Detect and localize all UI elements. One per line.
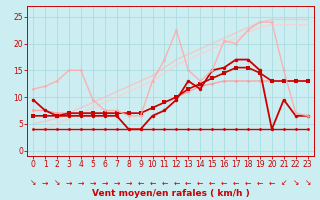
Text: ←: ←	[209, 178, 215, 188]
Text: ↙: ↙	[281, 178, 287, 188]
Text: ←: ←	[245, 178, 251, 188]
Text: ←: ←	[161, 178, 168, 188]
Text: ←: ←	[257, 178, 263, 188]
Text: →: →	[125, 178, 132, 188]
Text: ↘: ↘	[304, 178, 311, 188]
Text: →: →	[42, 178, 48, 188]
Text: ←: ←	[233, 178, 239, 188]
Text: →: →	[66, 178, 72, 188]
Text: ←: ←	[269, 178, 275, 188]
Text: ←: ←	[173, 178, 180, 188]
Text: →: →	[101, 178, 108, 188]
Text: ←: ←	[185, 178, 191, 188]
Text: ↘: ↘	[54, 178, 60, 188]
Text: →: →	[114, 178, 120, 188]
Text: ←: ←	[149, 178, 156, 188]
Text: →: →	[78, 178, 84, 188]
Text: Vent moyen/en rafales ( km/h ): Vent moyen/en rafales ( km/h )	[92, 189, 249, 198]
Text: ↘: ↘	[30, 178, 36, 188]
Text: →: →	[90, 178, 96, 188]
Text: ←: ←	[137, 178, 144, 188]
Text: ↘: ↘	[292, 178, 299, 188]
Text: ←: ←	[197, 178, 204, 188]
Text: ←: ←	[221, 178, 227, 188]
